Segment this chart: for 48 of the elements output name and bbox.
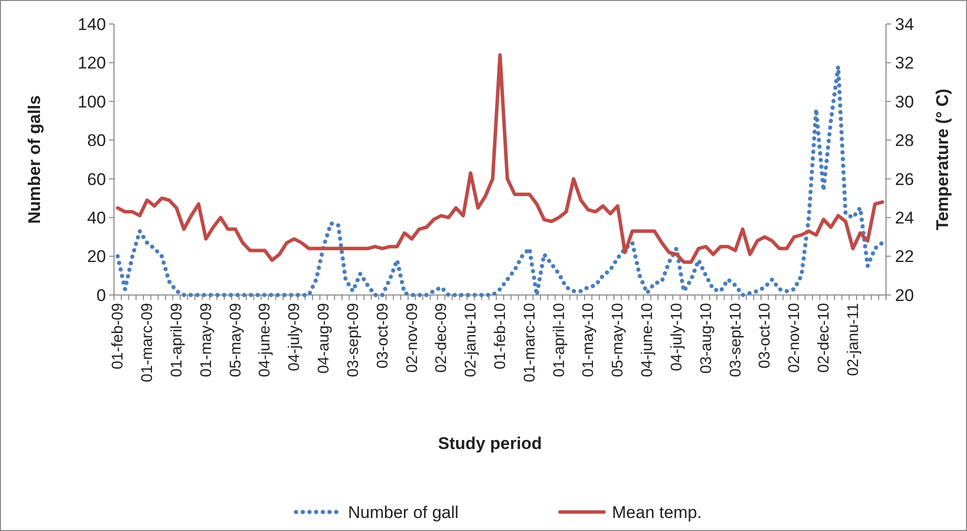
x-tick-label: 04-aug-09: [316, 303, 333, 374]
y2-axis-title: Temperature (° C): [933, 88, 952, 230]
y-tick-label: 0: [96, 286, 106, 305]
x-tick-label: 04-july-10: [668, 302, 686, 372]
y2-tick-label: 28: [895, 131, 914, 150]
legend-label: Mean temp.: [612, 502, 702, 522]
x-tick-label: 01-marc-10: [521, 302, 538, 382]
y2-tick-label: 34: [895, 14, 914, 34]
x-tick-label: 03-aug-10: [698, 302, 715, 374]
legend-label: Number of gall: [348, 502, 459, 522]
x-tick-label: 02-dec-10: [816, 302, 833, 373]
x-tick-label: 01-april-09: [168, 303, 186, 378]
x-tick-label: 02-nov-09: [404, 303, 421, 373]
x-tick-label: 01-feb-09: [110, 303, 127, 370]
x-tick-label: 02-nov-10: [786, 302, 804, 373]
y-tick-label: 60: [87, 170, 106, 189]
x-tick-label: 01-may-09: [198, 303, 215, 378]
y-axis-title: Number of galls: [25, 95, 44, 224]
x-tick-label: 01-may-10: [580, 302, 598, 378]
x-tick-label: 03-oct-10: [756, 302, 774, 368]
x-tick-label: 03-oct-09: [374, 303, 392, 368]
y-tick-label: 100: [78, 92, 106, 112]
x-tick-label: 01-feb-10: [492, 302, 509, 370]
y-tick-label: 20: [87, 247, 106, 266]
y-tick-label: 120: [78, 54, 106, 73]
x-tick-label: 01-april-10: [550, 302, 568, 378]
x-tick-label: 03-sept-09: [344, 303, 362, 378]
x-tick-label: 05-may-09: [227, 303, 244, 378]
x-tick-label: 05-may-10: [610, 302, 627, 378]
y2-tick-label: 20: [895, 286, 914, 305]
x-tick-label: 01-marc-09: [139, 303, 156, 382]
x-tick-label: 02-janu-10: [462, 302, 480, 378]
x-tick-label: 04-june-09: [256, 303, 274, 378]
y2-tick-label: 32: [895, 54, 914, 73]
x-tick-label: 04-june-10: [639, 302, 656, 378]
x-axis-title: Study period: [438, 434, 542, 453]
x-tick-label: 02-janu-11: [844, 303, 862, 376]
line-series: [116, 53, 884, 264]
y-tick-label: 40: [87, 208, 106, 228]
x-tick-label: 02-dec-09: [433, 303, 450, 373]
y2-tick-label: 26: [895, 170, 914, 189]
x-tick-label: 04-july-09: [286, 303, 304, 372]
y2-tick-label: 24: [895, 208, 914, 228]
x-tick-label: 03-sept-10: [727, 302, 744, 378]
y2-tick-label: 22: [895, 247, 914, 266]
y-tick-label: 140: [78, 14, 106, 34]
y2-tick-label: 30: [895, 92, 914, 112]
y-tick-label: 80: [87, 131, 106, 150]
